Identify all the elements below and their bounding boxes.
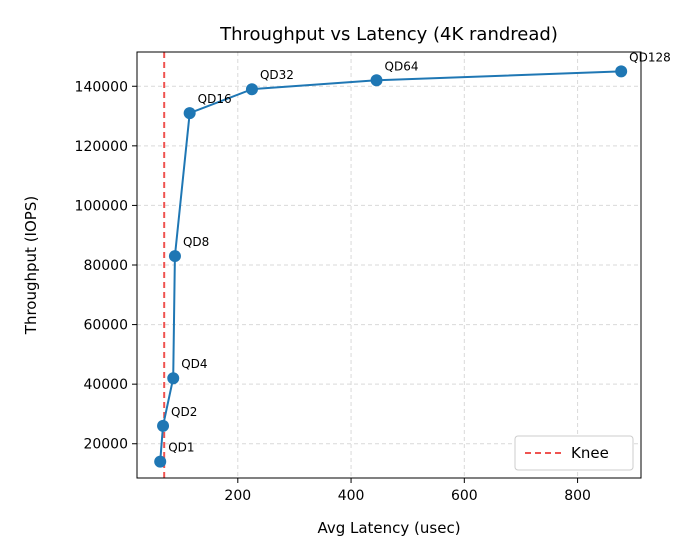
point-label-qd4: QD4 <box>181 357 207 371</box>
point-label-qd32: QD32 <box>260 68 294 82</box>
x-axis-label: Avg Latency (usec) <box>317 519 460 537</box>
x-axis-ticks: 200 400 600 800 <box>224 478 591 504</box>
data-point-qd16 <box>183 107 196 120</box>
y-axis-label: Throughput (IOPS) <box>22 196 40 335</box>
y-tick-label: 60000 <box>83 318 128 334</box>
y-axis-ticks: 20000 40000 60000 80000 100000 120000 140000 <box>75 79 137 453</box>
data-point-qd1 <box>154 455 167 468</box>
point-label-qd64: QD64 <box>385 59 419 73</box>
x-tick-label: 400 <box>338 488 365 504</box>
y-tick-label: 20000 <box>83 437 128 453</box>
data-point-qd32 <box>245 83 258 96</box>
grid <box>137 52 641 478</box>
point-label-qd1: QD1 <box>168 441 194 455</box>
point-labels-group: QD1 QD2 QD4 QD8 QD16 QD32 QD64 QD128 <box>168 50 671 454</box>
y-tick-label: 40000 <box>83 377 128 393</box>
legend-label-knee: Knee <box>571 444 609 462</box>
point-label-qd128: QD128 <box>629 50 671 64</box>
data-point-qd2 <box>157 419 170 432</box>
data-point-qd128 <box>615 65 628 78</box>
series-line <box>159 70 622 462</box>
series-group <box>154 65 628 468</box>
legend-box <box>514 435 634 471</box>
chart-title: Throughput vs Latency (4K randread) <box>219 24 558 45</box>
data-point-qd64 <box>370 74 383 87</box>
y-tick-label: 80000 <box>83 258 128 274</box>
y-tick-label: 120000 <box>75 139 128 155</box>
x-tick-label: 600 <box>451 488 478 504</box>
data-point-qd4 <box>167 372 180 385</box>
point-label-qd2: QD2 <box>171 405 197 419</box>
point-label-qd16: QD16 <box>198 92 232 106</box>
y-tick-label: 140000 <box>75 79 128 95</box>
data-point-qd8 <box>168 250 181 263</box>
point-label-qd8: QD8 <box>183 235 209 249</box>
legend: Knee <box>514 435 634 471</box>
x-tick-label: 800 <box>564 488 591 504</box>
y-tick-label: 100000 <box>75 198 128 214</box>
x-tick-label: 200 <box>224 488 251 504</box>
